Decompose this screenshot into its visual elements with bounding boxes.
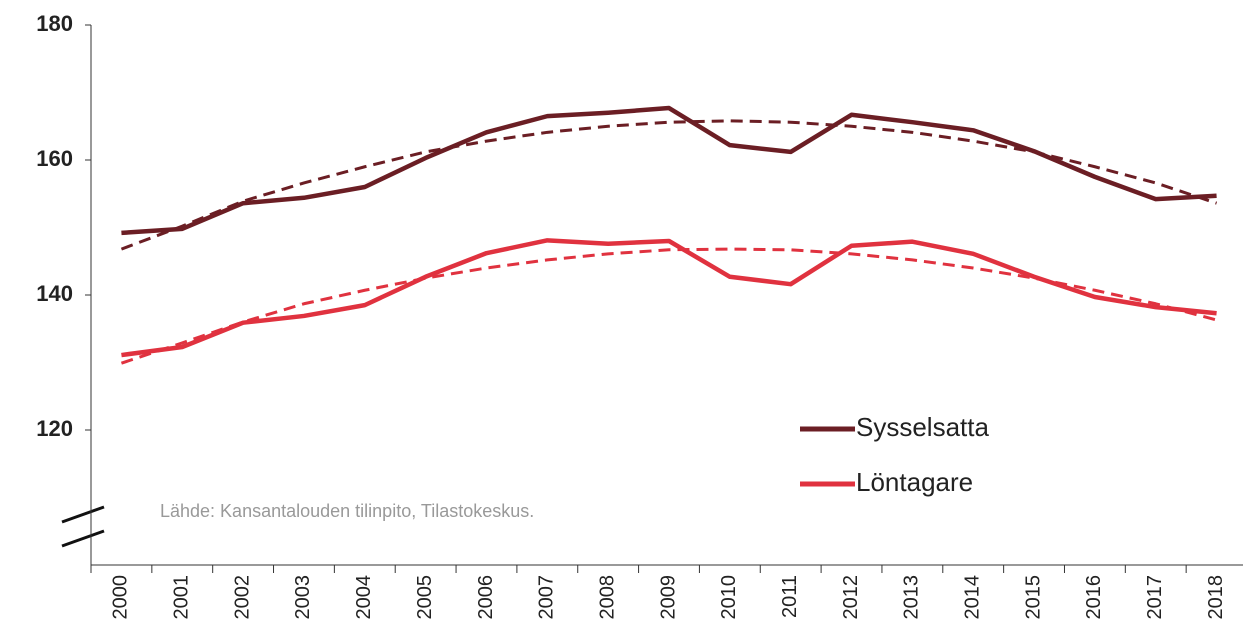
axis-break	[61, 529, 105, 548]
x-tick-label: 2010	[718, 575, 740, 620]
y-tick-label: 140	[36, 281, 73, 306]
y-tick-label: 160	[36, 146, 73, 171]
legend-label: Löntagare	[856, 467, 973, 497]
x-tick-label: 2018	[1205, 575, 1227, 620]
x-tick-label: 2005	[414, 575, 436, 620]
y-tick-label: 120	[36, 416, 73, 441]
x-tick-label: 2000	[110, 575, 132, 620]
x-tick-label: 2012	[840, 575, 862, 620]
y-tick-label: 180	[36, 11, 73, 36]
x-tick-label: 2002	[231, 575, 253, 620]
x-tick-label: 2001	[171, 575, 193, 620]
trend-line	[120, 247, 1217, 365]
x-tick-label: 2006	[475, 575, 497, 620]
x-tick-label: 2014	[961, 575, 983, 620]
x-tick-label: 2015	[1022, 575, 1044, 620]
trend-line	[120, 119, 1218, 251]
x-tick-label: 2009	[657, 575, 679, 620]
x-tick-label: 2004	[353, 575, 375, 620]
x-tick-label: 2008	[596, 575, 618, 620]
data-line	[121, 105, 1217, 236]
data-line	[121, 238, 1217, 358]
x-tick-label: 2007	[536, 575, 558, 620]
legend-label: Sysselsatta	[856, 412, 989, 442]
x-tick-label: 2016	[1083, 575, 1105, 620]
source-note: Lähde: Kansantalouden tilinpito, Tilasto…	[160, 501, 534, 521]
x-tick-label: 2011	[779, 575, 801, 618]
x-tick-label: 2017	[1144, 575, 1166, 620]
x-tick-label: 2013	[901, 575, 923, 620]
axis-break	[61, 505, 105, 524]
x-tick-label: 2003	[292, 575, 314, 620]
